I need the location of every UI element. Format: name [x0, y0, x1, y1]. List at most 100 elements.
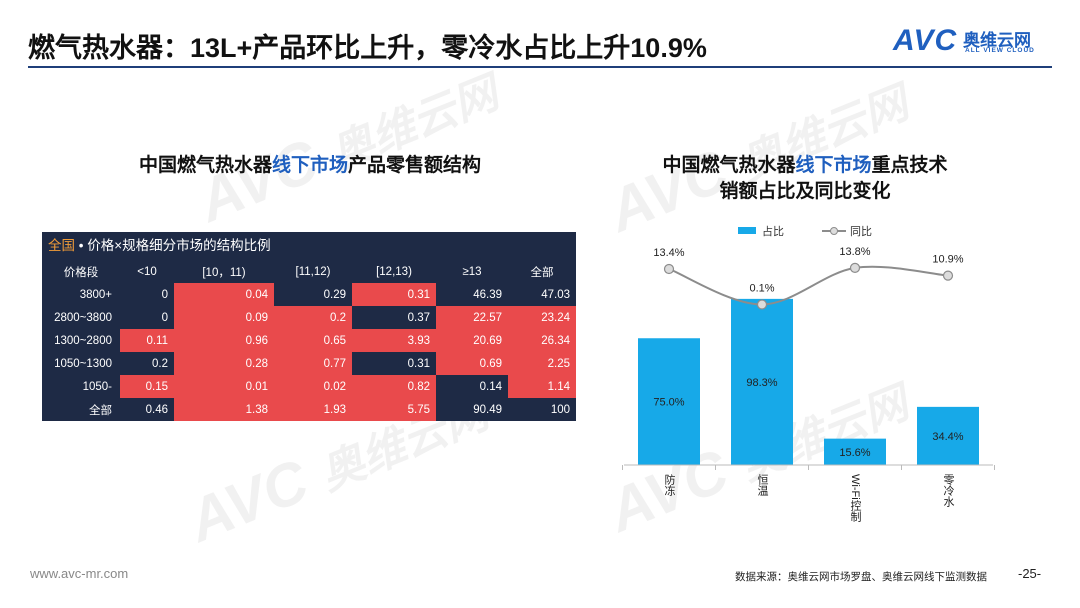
- x-tick-label: Wi-Fi控制: [849, 474, 862, 522]
- table-header-row: 价格段 <10 [10，11) [11,12) [12,13) ≥13 全部: [42, 260, 576, 283]
- footer-url[interactable]: www.avc-mr.com: [30, 566, 129, 581]
- row-label: 1300~2800: [54, 334, 112, 347]
- left-chart-title: 中国燃气热水器线下市场产品零售额结构: [138, 155, 482, 176]
- table-caption-text: • 价格×规格细分市场的结构比例: [75, 238, 271, 253]
- title-divider: [28, 66, 1052, 68]
- legend-label: 同比: [850, 225, 872, 238]
- table-cell: 0.2: [274, 306, 352, 329]
- table-cell: 0.28: [174, 352, 274, 375]
- table-cell: 0.46: [120, 398, 174, 421]
- table-cell: 5.75: [352, 398, 436, 421]
- table-cell: 1.14: [508, 375, 576, 398]
- table-row: 1050~1300 0.2 0.28 0.77 0.31 0.69 2.25: [42, 352, 576, 375]
- table-header: ≥13: [462, 265, 482, 278]
- row-label: 1050~1300: [54, 357, 112, 370]
- yoy-value-label: 0.1%: [749, 282, 774, 294]
- x-tick-label: 防冻: [663, 473, 676, 496]
- logo-mark: AVC: [893, 24, 958, 57]
- table-header: [10，11): [202, 266, 246, 279]
- yoy-line: [668, 265, 949, 306]
- table-cell: 3.93: [352, 329, 436, 352]
- table-cell: 0.31: [352, 283, 436, 306]
- table-cell: 0.69: [436, 352, 508, 375]
- table-cell: 46.39: [436, 283, 508, 306]
- table-cell: 23.24: [508, 306, 576, 329]
- legend-swatch-bar: [738, 227, 756, 234]
- table-header: 全部: [530, 266, 554, 279]
- table-cell: 2.25: [508, 352, 576, 375]
- table-header: <10: [137, 265, 157, 278]
- table-cell: 100: [508, 398, 576, 421]
- x-tick-label: 零冷水: [942, 474, 955, 507]
- table-caption-scope: 全国: [48, 238, 75, 253]
- table-header: [11,12): [295, 265, 331, 278]
- yoy-point: [849, 262, 861, 274]
- table-cell: 1.93: [274, 398, 352, 421]
- table-cell: 0.02: [274, 375, 352, 398]
- yoy-value-label: 13.8%: [839, 246, 870, 258]
- table-cell: 0.15: [120, 375, 174, 398]
- yoy-value-label: 13.4%: [653, 247, 684, 259]
- table-cell: 0.14: [436, 375, 508, 398]
- watermark-mark: AVC: [188, 126, 328, 235]
- table-caption: 全国 • 价格×规格细分市场的结构比例: [42, 232, 576, 260]
- table-header: 价格段: [63, 266, 99, 279]
- logo-cn: 奥维云网: [963, 31, 1031, 50]
- bar: [917, 406, 979, 465]
- table-cell: 0.04: [174, 283, 274, 306]
- table-header: [12,13): [376, 265, 412, 278]
- bar: [638, 338, 700, 465]
- row-label: 3800+: [79, 288, 112, 301]
- table-cell: 22.57: [436, 306, 508, 329]
- bar-value-label: 34.4%: [932, 431, 963, 443]
- table-cell: 47.03: [508, 283, 576, 306]
- logo-en: ALL VIEW CLOUD: [965, 47, 1035, 54]
- structure-table: 全国 • 价格×规格细分市场的结构比例 价格段 <10 [10，11) [11,…: [42, 232, 576, 421]
- yoy-point: [942, 270, 954, 281]
- table-cell: 0.96: [174, 329, 274, 352]
- row-label: 全部: [89, 404, 112, 417]
- structure-grid: 价格段 <10 [10，11) [11,12) [12,13) ≥13 全部 3…: [42, 260, 576, 421]
- table-cell: 0.77: [274, 352, 352, 375]
- slide-title: 燃气热水器：13L+产品环比上升，零冷水占比上升10.9%: [28, 33, 707, 63]
- tech-share-chart: 占比 同比 75.0% 98.3% 15.6% 34.4% 防冻 恒温 Wi-Fi控制 零冷水 13…: [622, 224, 995, 522]
- watermark: AVC 奥维云网: [189, 54, 507, 236]
- table-cell: 20.69: [436, 329, 508, 352]
- legend-marker: [830, 227, 838, 235]
- table-cell: 0.31: [352, 352, 436, 375]
- table-row: 3800+ 0 0.04 0.29 0.31 46.39 47.03: [42, 283, 576, 306]
- table-cell: 0.29: [274, 283, 352, 306]
- table-row: 2800~3800 0 0.09 0.2 0.37 22.57 23.24: [42, 306, 576, 329]
- bar: [824, 438, 886, 465]
- table-cell: 0: [120, 283, 174, 306]
- watermark-mark: AVC: [178, 446, 318, 555]
- table-cell: 26.34: [508, 329, 576, 352]
- bar-value-label: 15.6%: [839, 447, 870, 459]
- table-cell: 0.37: [352, 306, 436, 329]
- row-label: 2800~3800: [54, 311, 112, 324]
- table-cell: 0.01: [174, 375, 274, 398]
- table-cell: 0.2: [120, 352, 174, 375]
- bar-value-label: 75.0%: [653, 397, 684, 409]
- data-source: 数据来源：奥维云网市场罗盘、奥维云网线下监测数据: [735, 571, 987, 583]
- bar-value-label: 98.3%: [746, 377, 777, 389]
- table-row: 1300~2800 0.11 0.96 0.65 3.93 20.69 26.34: [42, 329, 576, 352]
- table-cell: 90.49: [436, 398, 508, 421]
- yoy-point: [756, 299, 768, 310]
- table-row: 1050- 0.15 0.01 0.02 0.82 0.14 1.14: [42, 375, 576, 398]
- row-label: 1050-: [82, 380, 112, 393]
- bar: [731, 298, 793, 465]
- table-cell: 1.38: [174, 398, 274, 421]
- table-cell: 0.82: [352, 375, 436, 398]
- brand-logo: AVC 奥维云网 ALL VIEW CLOUD: [893, 24, 1053, 60]
- legend-label: 占比: [762, 224, 784, 238]
- right-chart-title: 中国燃气热水器线下市场重点技术 销额占比及同比变化: [662, 155, 948, 202]
- x-tick-label: 恒温: [756, 474, 769, 496]
- table-cell: 0.65: [274, 329, 352, 352]
- page-number: -25-: [1018, 566, 1042, 581]
- table-cell: 0.11: [120, 329, 174, 352]
- yoy-point: [663, 263, 675, 275]
- table-row: 全部 0.46 1.38 1.93 5.75 90.49 100: [42, 398, 576, 421]
- yoy-value-label: 10.9%: [932, 254, 963, 266]
- table-cell: 0: [120, 306, 174, 329]
